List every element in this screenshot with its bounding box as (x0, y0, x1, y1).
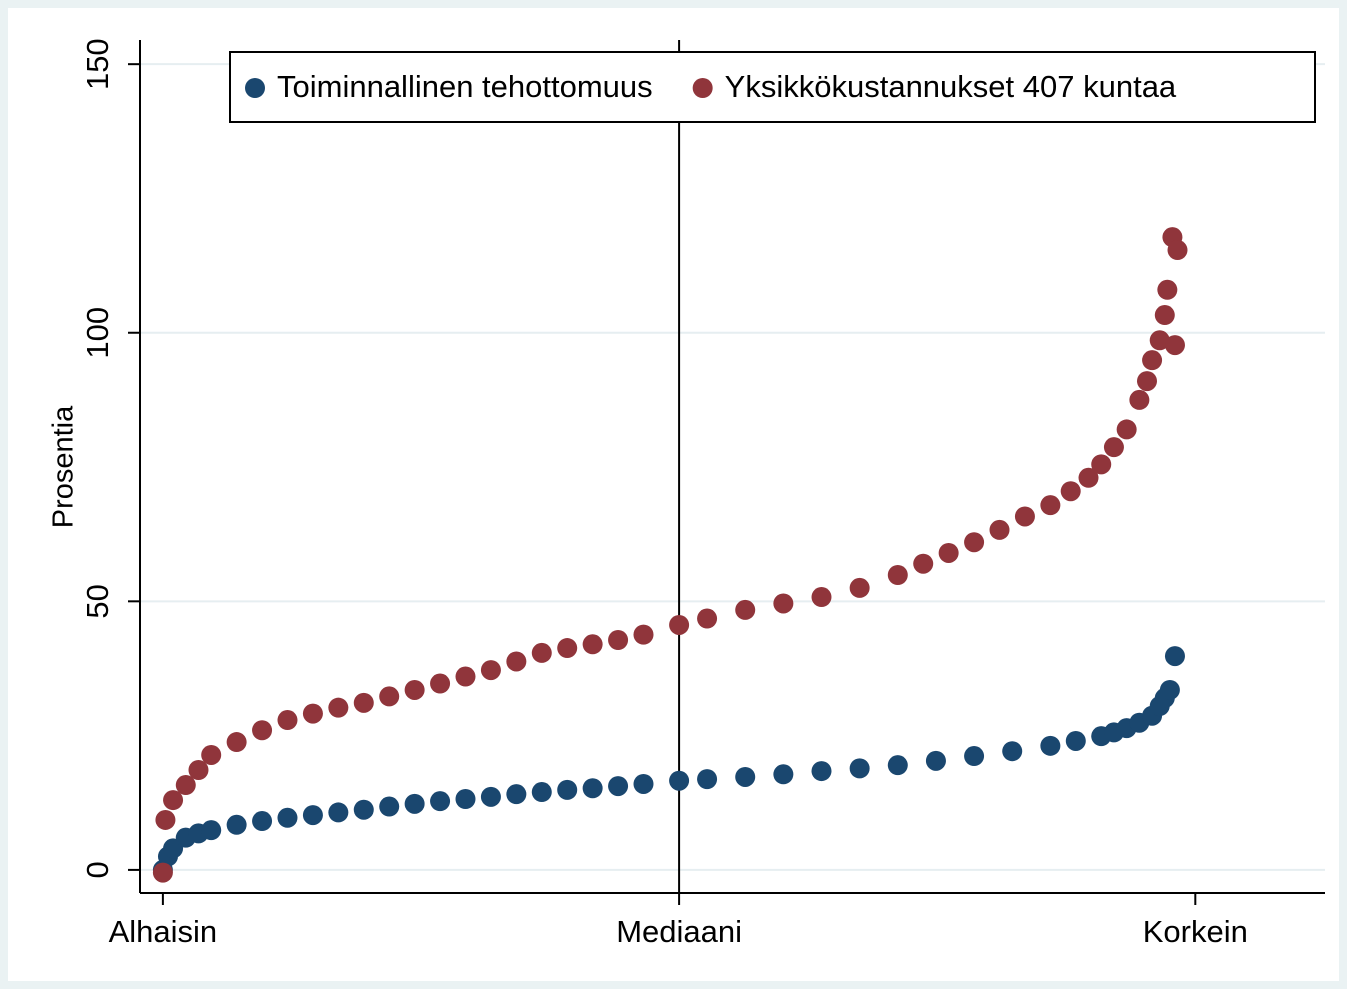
point (735, 599, 756, 620)
point (480, 660, 501, 681)
point (557, 638, 578, 659)
point (379, 796, 400, 817)
point (608, 776, 629, 797)
point (531, 782, 552, 803)
point (849, 758, 870, 779)
point (669, 614, 690, 635)
point (582, 634, 603, 655)
point (175, 775, 196, 796)
point (697, 608, 718, 629)
point (328, 802, 349, 823)
point (913, 553, 934, 574)
y-tick-label: 100 (80, 307, 115, 359)
y-tick-label: 0 (80, 861, 115, 878)
point (201, 820, 222, 841)
point (1157, 279, 1178, 300)
point (201, 744, 222, 765)
point (989, 519, 1010, 540)
point (557, 779, 578, 800)
point (849, 577, 870, 598)
point (1136, 371, 1157, 392)
point (1065, 730, 1086, 751)
legend-label: Yksikkökustannukset 407 kuntaa (725, 69, 1177, 104)
point (1091, 454, 1112, 475)
point (1164, 646, 1185, 667)
point (1129, 389, 1150, 410)
point (811, 761, 832, 782)
point (1167, 240, 1188, 261)
point (1040, 495, 1061, 516)
point (404, 679, 425, 700)
point (353, 692, 374, 713)
point (152, 862, 173, 883)
point (302, 703, 323, 724)
point (633, 773, 654, 794)
point (455, 666, 476, 687)
point (188, 759, 209, 780)
legend-marker (245, 78, 265, 98)
x-tick-label: Alhaisin (109, 914, 218, 949)
point (1040, 735, 1061, 756)
point (938, 542, 959, 563)
point (887, 755, 908, 776)
legend-marker (692, 78, 713, 98)
y-tick-label: 50 (80, 584, 115, 618)
point (430, 791, 451, 812)
point (1159, 679, 1180, 700)
point (887, 565, 908, 586)
point (480, 786, 501, 807)
legend-label: Toiminnallinen tehottomuus (277, 69, 653, 104)
point (1116, 419, 1137, 440)
point (582, 778, 603, 799)
point (455, 788, 476, 809)
point (277, 710, 298, 731)
point (773, 593, 794, 614)
y-axis-title: Prosentia (48, 405, 80, 528)
point (506, 784, 527, 805)
point (964, 532, 985, 553)
point (531, 642, 552, 663)
point (925, 750, 946, 771)
point (163, 790, 184, 811)
point (252, 811, 273, 832)
point (226, 732, 247, 753)
point (1154, 305, 1175, 326)
point (328, 697, 349, 718)
point (773, 764, 794, 785)
point (1014, 506, 1035, 527)
point (735, 766, 756, 787)
point (430, 673, 451, 694)
point (302, 805, 323, 826)
point (1142, 350, 1163, 371)
point (404, 793, 425, 814)
point (608, 630, 629, 651)
point (633, 624, 654, 645)
point (379, 686, 400, 707)
point (353, 799, 374, 820)
point (277, 807, 298, 828)
point (964, 746, 985, 767)
point (1002, 741, 1023, 762)
point (252, 720, 273, 741)
point (1149, 330, 1170, 351)
x-tick-label: Mediaani (616, 914, 742, 949)
point (1060, 481, 1081, 502)
y-tick-label: 150 (80, 38, 115, 90)
point (669, 770, 690, 791)
point (697, 769, 718, 790)
legend-box (229, 51, 1316, 123)
point (226, 814, 247, 835)
point (1103, 437, 1124, 458)
point (155, 809, 176, 830)
point (1164, 335, 1185, 356)
point (1078, 467, 1099, 488)
point (506, 651, 527, 672)
x-tick-label: Korkein (1143, 914, 1248, 949)
point (811, 587, 832, 608)
